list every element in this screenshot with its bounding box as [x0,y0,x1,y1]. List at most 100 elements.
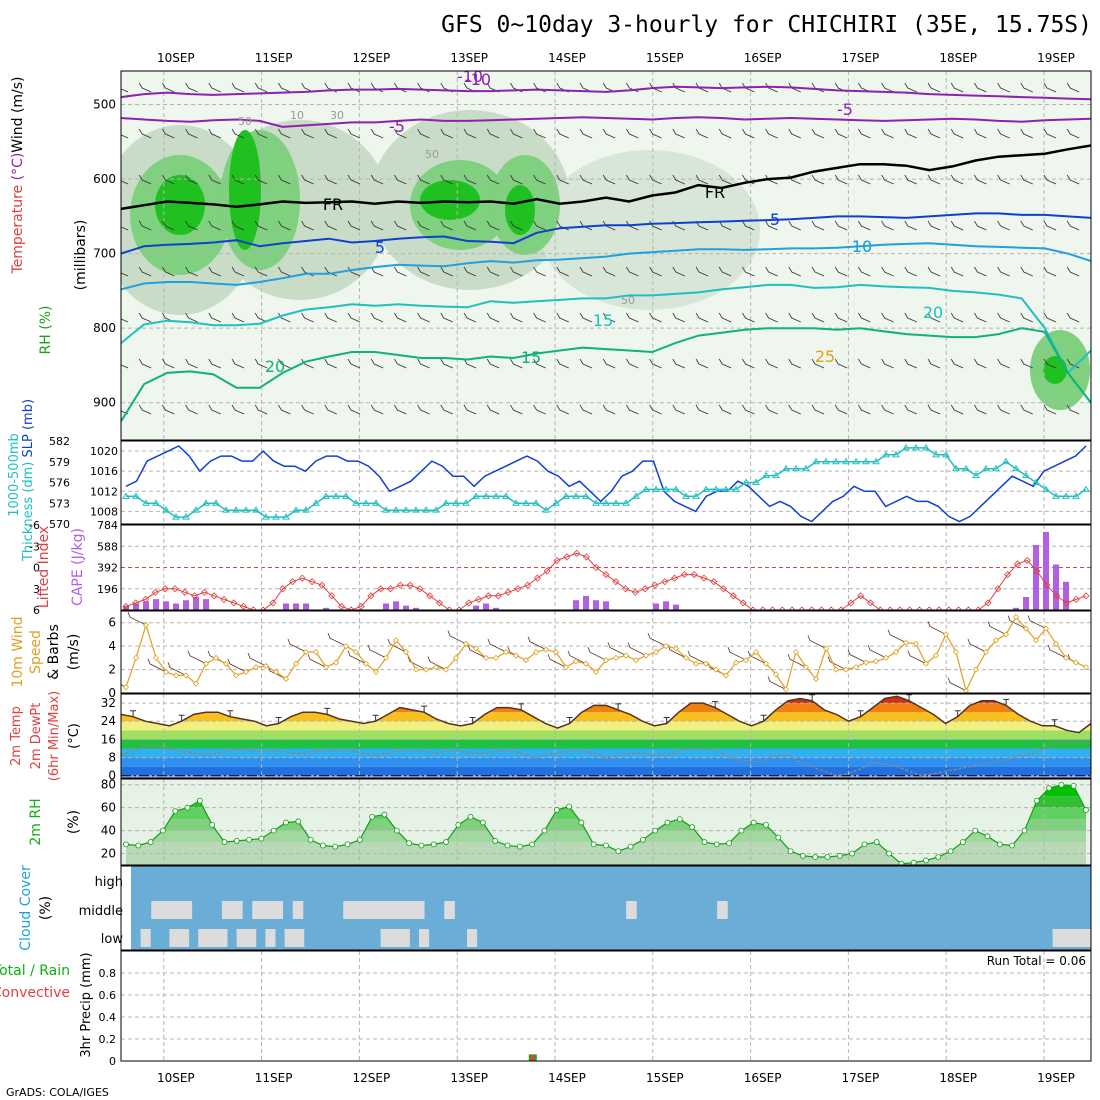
wind-point [982,648,990,656]
thickness-tick: 576 [49,477,70,490]
thickness-point [682,492,690,499]
cape-bar [593,600,599,610]
date-label-top: 16SEP [744,51,782,65]
thickness-point [642,485,650,492]
rh-point [664,819,671,826]
wind-label-1: 10m Wind [10,616,26,687]
wind-point [802,664,810,671]
cloud-cell [626,901,637,919]
wind-point [942,631,950,638]
wind-point [502,648,510,656]
rh-point [1009,842,1016,849]
slp-tick: 1008 [90,505,118,518]
thickness-point [612,499,620,506]
cloud-cell [294,929,305,947]
thickness-point [422,506,430,513]
thickness-point [342,492,350,499]
li-point [573,549,581,557]
cape-tick: 784 [97,519,118,532]
thickness-point [282,513,290,520]
thickness-point [562,492,570,499]
wind-point [242,668,250,675]
thickness-point [152,499,160,506]
pressure-tick: 800 [93,321,116,335]
thickness-point [432,506,440,513]
wind-point [632,657,640,664]
thickness-point [1022,471,1030,479]
wind-10m-panel: 0 2 4 6 [108,610,1092,700]
temp-label-3: (6hr Min/Max) [47,691,62,781]
cloud-cell [444,901,455,919]
contour-label: 10 [290,109,304,122]
thickness-point [762,471,770,479]
thickness-point [782,464,790,472]
cape-bar [183,600,189,610]
thickness-point [262,513,270,520]
wind-point [212,654,220,661]
contour-label: 20 [265,357,285,376]
cloud-unit-label: (%) [38,896,54,920]
thickness-point [222,506,230,513]
li-point [592,563,600,572]
precip-axis-label: 3hr Precip (mm) [79,952,94,1057]
thickness-point [232,506,240,513]
rh-point [529,841,536,848]
rh-point [590,841,597,848]
li-point [132,599,140,607]
li-point [151,588,159,596]
isotherm-10 [121,242,1091,291]
thickness-point [1042,485,1050,492]
cloud-cell [1071,929,1082,947]
thickness-point [192,506,200,513]
li-point [768,606,777,610]
thickness-point [142,499,150,506]
rh-point [800,852,806,859]
wind-point [202,660,210,667]
wind-point [922,660,930,667]
wind-point [192,680,200,687]
contour-label: 10 [852,237,872,256]
wind-point [282,675,290,683]
thickness-point [312,499,320,506]
wind-point [432,664,440,671]
wind-point [932,652,940,659]
cape-bar [583,595,589,610]
rh-point [135,842,142,849]
date-label-top: 10SEP [157,51,195,65]
pressure-tick: 500 [93,98,116,112]
thickness-point [1062,492,1070,499]
cape-bar [163,601,169,610]
thickness-point [632,492,640,499]
li-point [631,588,639,596]
thickness-point [502,492,510,499]
date-label-top: 15SEP [646,51,684,65]
rh-point [233,838,240,844]
cloud-cell [1081,929,1092,947]
wind-point [342,643,350,650]
rh-point [307,836,314,843]
cape-bar [673,604,679,610]
wind-point [892,648,900,656]
precip-tick: 0.4 [99,1011,117,1024]
contour-label: 30 [330,109,344,122]
thickness-point [752,478,760,485]
rh-point [467,813,474,820]
cloud-level-low: low [101,932,124,947]
rh-point [418,842,425,849]
cloud-label: Cloud Cover [18,865,34,951]
rh-point [812,854,819,860]
wind-point [612,654,620,661]
li-point [426,592,434,600]
li-point [1082,592,1090,600]
cloud-cell [343,901,354,919]
rh-point [504,842,511,849]
li-point [984,599,992,607]
rh-point [627,843,634,850]
li-point [1062,599,1070,607]
cloud-cell [717,901,728,919]
contour-label: 15 [593,311,613,330]
li-point [386,585,395,593]
wind-point [482,654,490,661]
li-point [964,606,973,610]
grads-credit: GrADS: COLA/IGES [6,1086,109,1099]
